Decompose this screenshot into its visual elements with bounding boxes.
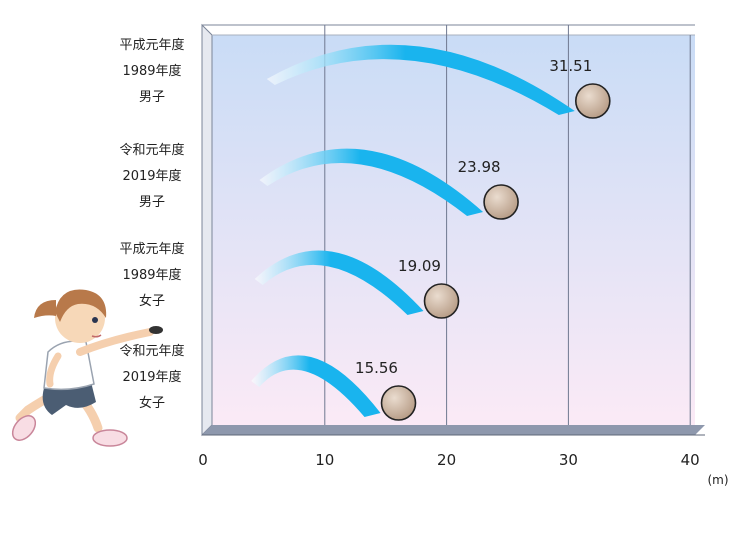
throw-arc [266,44,575,115]
data-label: 15.56 [355,359,398,377]
category-label: 男子 [139,195,165,210]
category-label: 令和元年度 [119,142,184,158]
category-label: 女子 [139,395,165,411]
category-label: 2019年度 [122,168,181,184]
x-tick-labels: 0 10 20 30 40 [198,451,700,469]
category-label: 1989年度 [122,63,181,79]
throw-arc [254,250,424,315]
category-label: 男子 [139,90,165,105]
x-tick-label: 30 [559,451,578,469]
category-label: 1989年度 [122,267,181,283]
data-marks: 31.51 23.98 19.09 15.56 [251,44,611,421]
category-label: 令和元年度 [119,343,184,359]
ball-marker [380,385,417,421]
data-label: 19.09 [398,257,441,275]
ball-marker [483,184,519,220]
plot-floor [202,425,705,435]
throw-arc [259,148,484,216]
ball-marker [574,83,611,119]
running-girl-illustration [11,289,163,447]
plot-left-wall [201,23,213,437]
category-label: 平成元年度 [119,241,184,257]
data-label: 23.98 [458,158,501,176]
x-tick-label: 10 [315,451,334,469]
ball-marker [423,283,460,319]
x-tick-label: 40 [681,451,700,469]
x-tick-label: 0 [198,451,208,469]
category-label: 平成元年度 [119,37,184,53]
data-label: 31.51 [549,57,592,75]
unit-label: (m) [707,473,728,487]
x-tick-label: 20 [437,451,456,469]
category-labels: 平成元年度1989年度男子令和元年度2019年度男子平成元年度1989年度女子令… [119,37,184,411]
throw-arc [251,355,381,417]
category-label: 2019年度 [122,369,181,385]
category-label: 女子 [139,293,165,309]
